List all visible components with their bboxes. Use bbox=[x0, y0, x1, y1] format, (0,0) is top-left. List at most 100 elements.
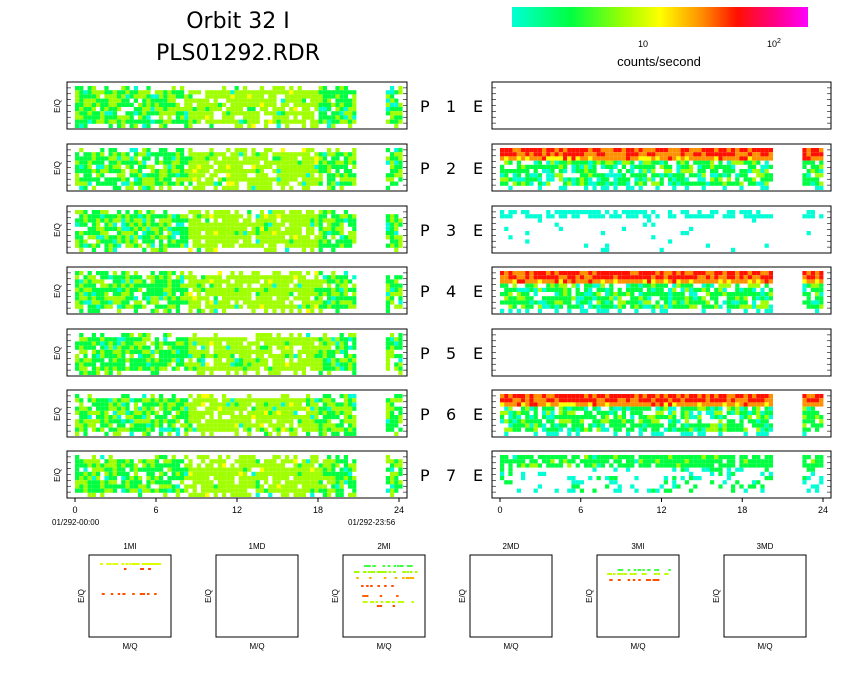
ion-cell bbox=[390, 427, 395, 432]
ion-cell bbox=[184, 345, 189, 350]
ion-cell bbox=[112, 283, 117, 288]
ion-cell bbox=[138, 300, 143, 305]
ion-cell bbox=[100, 275, 105, 280]
ion-cell bbox=[75, 419, 80, 424]
ion-cell bbox=[331, 111, 336, 116]
ion-cell bbox=[75, 239, 80, 244]
ion-cell bbox=[146, 98, 151, 103]
ion-cell bbox=[297, 362, 302, 367]
ion-cell bbox=[91, 111, 96, 116]
ion-cell bbox=[301, 102, 306, 107]
electron-cell bbox=[588, 160, 593, 165]
ion-cell bbox=[79, 218, 84, 223]
ion-cell bbox=[171, 304, 176, 309]
ion-cell bbox=[129, 287, 134, 292]
ion-cell bbox=[259, 402, 264, 407]
electron-cell bbox=[684, 279, 689, 284]
ion-cell bbox=[255, 156, 260, 161]
electron-cell bbox=[617, 156, 622, 161]
ion-cell bbox=[154, 423, 159, 428]
ion-cell bbox=[154, 398, 159, 403]
ion-cell bbox=[255, 398, 260, 403]
ion-cell bbox=[112, 239, 117, 244]
electron-cell bbox=[697, 275, 702, 280]
ion-cell bbox=[251, 111, 256, 116]
ion-cell bbox=[268, 283, 273, 288]
electron-cell bbox=[760, 173, 765, 178]
ion-cell bbox=[385, 341, 390, 346]
electron-cell bbox=[634, 308, 639, 313]
electron-cell bbox=[546, 283, 551, 288]
electron-cell bbox=[802, 292, 807, 297]
ion-cell bbox=[293, 111, 298, 116]
ion-cell bbox=[385, 279, 390, 284]
electron-cell bbox=[634, 275, 639, 280]
ion-cell bbox=[171, 156, 176, 161]
ion-cell bbox=[121, 181, 126, 186]
ion-cell bbox=[318, 164, 323, 169]
electron-cell bbox=[714, 152, 719, 157]
ion-cell bbox=[159, 90, 164, 95]
ion-cell bbox=[91, 362, 96, 367]
electron-cell bbox=[546, 173, 551, 178]
ion-cell bbox=[213, 419, 218, 424]
electron-cell bbox=[508, 160, 513, 165]
ion-cell bbox=[79, 300, 84, 305]
electron-cell bbox=[605, 271, 610, 276]
ion-cell bbox=[247, 90, 252, 95]
ion-cell bbox=[306, 239, 311, 244]
ion-cell bbox=[213, 304, 218, 309]
ion-cell bbox=[108, 345, 113, 350]
ion-cell bbox=[192, 119, 197, 124]
ion-cell bbox=[230, 181, 235, 186]
ion-cell bbox=[247, 410, 252, 415]
electron-cell bbox=[672, 304, 677, 309]
ion-cell bbox=[226, 283, 231, 288]
ion-cell bbox=[192, 115, 197, 120]
ion-cell bbox=[91, 218, 96, 223]
ion-cell bbox=[268, 164, 273, 169]
ion-cell bbox=[301, 398, 306, 403]
ion-cell bbox=[398, 148, 403, 153]
ion-cell bbox=[264, 218, 269, 223]
ion-cell bbox=[348, 423, 353, 428]
row-label-number: 6 bbox=[446, 405, 456, 424]
electron-cell bbox=[584, 415, 589, 420]
ion-cell bbox=[154, 152, 159, 157]
ion-cell bbox=[91, 247, 96, 252]
electron-cell bbox=[533, 423, 538, 428]
ion-cell bbox=[213, 98, 218, 103]
ion-cell bbox=[91, 214, 96, 219]
ion-cell bbox=[385, 362, 390, 367]
ion-cell bbox=[75, 304, 80, 309]
electron-cell bbox=[613, 275, 618, 280]
ion-cell bbox=[222, 90, 227, 95]
ion-cell bbox=[398, 304, 403, 309]
ion-cell bbox=[343, 337, 348, 342]
electron-cell bbox=[525, 210, 530, 215]
electron-cell bbox=[542, 427, 547, 432]
ion-cell bbox=[142, 123, 147, 128]
ion-cell bbox=[238, 366, 243, 371]
electron-cell bbox=[571, 164, 576, 169]
ion-cell bbox=[150, 185, 155, 190]
ion-cell bbox=[272, 235, 277, 240]
electron-cell bbox=[710, 173, 715, 178]
ion-cell bbox=[226, 231, 231, 236]
ion-cell bbox=[117, 410, 122, 415]
ion-cell bbox=[310, 98, 315, 103]
ion-cell bbox=[390, 169, 395, 174]
ion-cell bbox=[180, 296, 185, 301]
ion-cell bbox=[394, 181, 399, 186]
ion-cell bbox=[163, 152, 168, 157]
electron-cell bbox=[558, 177, 563, 182]
electron-cell bbox=[764, 148, 769, 153]
ion-cell bbox=[117, 156, 122, 161]
ion-cell bbox=[171, 287, 176, 292]
ion-cell bbox=[75, 181, 80, 186]
ion-cell bbox=[243, 292, 248, 297]
electron-cell bbox=[752, 287, 757, 292]
electron-cell bbox=[525, 214, 530, 219]
electron-cell bbox=[806, 181, 811, 186]
